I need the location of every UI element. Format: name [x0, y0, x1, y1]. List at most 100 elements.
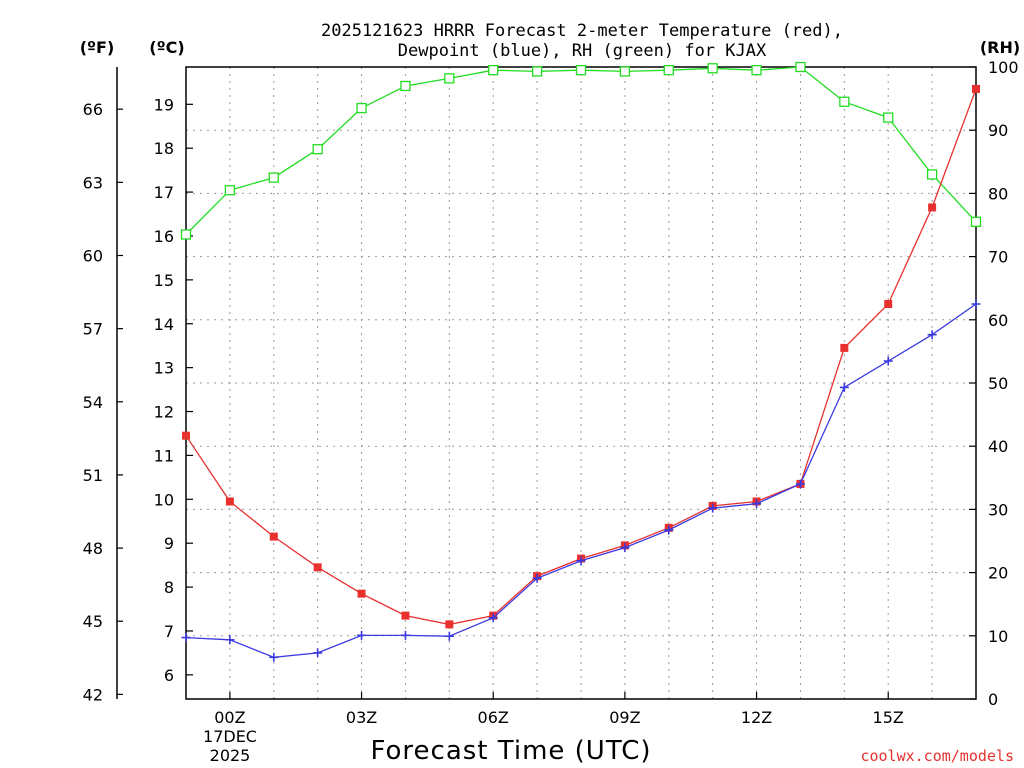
- rh-tick-label: 20: [988, 564, 1008, 583]
- dewpoint-point: [839, 382, 849, 392]
- rh-point: [751, 65, 762, 76]
- rh-point: [488, 65, 499, 76]
- credit-label: coolwx.com/models: [860, 747, 1014, 765]
- chart-title: 2025121623 HRRR Forecast 2-meter Tempera…: [321, 21, 843, 41]
- dewpoint-point: [883, 356, 893, 366]
- celsius-tick-label: 16: [154, 227, 174, 246]
- rh-point: [883, 112, 894, 123]
- temperature-point: [357, 589, 366, 598]
- temperature-point: [928, 203, 937, 212]
- dewpoint-point: [532, 573, 542, 583]
- temperature-point: [972, 84, 980, 93]
- celsius-tick-label: 12: [154, 403, 174, 422]
- fahrenheit-tick-label: 51: [83, 466, 103, 485]
- rh-point: [356, 102, 367, 114]
- dewpoint-point: [971, 299, 981, 309]
- rh-point: [400, 80, 411, 92]
- dewpoint-point: [664, 525, 674, 535]
- rh-tick-label: 40: [988, 437, 1008, 456]
- rh-unit-label: (RH): [980, 38, 1020, 57]
- rh-point: [795, 61, 806, 73]
- chart-subtitle: Dewpoint (blue), RH (green) for KJAX: [398, 41, 767, 61]
- x-tick-label: 09Z: [609, 708, 640, 727]
- dewpoint-point: [357, 630, 367, 640]
- rh-tick-label: 60: [988, 311, 1008, 330]
- celsius-unit-label: (ºC): [149, 38, 184, 57]
- rh-point: [444, 73, 455, 84]
- rh-point: [619, 66, 631, 77]
- celsius-tick-label: 10: [154, 490, 174, 509]
- celsius-tick-label: 8: [164, 578, 174, 597]
- celsius-tick-label: 9: [164, 534, 174, 553]
- x-tick-label: 03Z: [346, 708, 377, 727]
- rh-point: [180, 229, 192, 240]
- temperature-point: [313, 563, 322, 572]
- temperature-point: [884, 300, 893, 308]
- rh-point: [531, 66, 543, 77]
- axes: 6 7 8 9 10 11 12 13 14 15 16 17 18 19 42 45 48 51 54 57 60 63…: [83, 58, 1019, 727]
- fahrenheit-tick-label: 48: [83, 539, 103, 558]
- dewpoint-point: [444, 631, 454, 641]
- dewpoint-point: [927, 330, 937, 340]
- rh-tick-label: 50: [988, 374, 1008, 393]
- temperature-point: [269, 532, 278, 541]
- celsius-tick-label: 17: [154, 183, 174, 202]
- dewpoint-point: [708, 503, 718, 513]
- fahrenheit-tick-label: 54: [83, 393, 103, 412]
- series-layer: [180, 61, 982, 662]
- celsius-tick-label: 6: [164, 666, 174, 685]
- fahrenheit-tick-label: 57: [83, 320, 103, 339]
- rh-tick-label: 0: [988, 690, 998, 709]
- dewpoint-point: [225, 635, 235, 645]
- dewpoint-point: [620, 543, 630, 553]
- x-tick-label: 00Z: [214, 708, 245, 727]
- x-tick-label: 06Z: [478, 708, 509, 727]
- x-axis-label: Forecast Time (UTC): [370, 736, 651, 766]
- dewpoint-point: [752, 499, 762, 509]
- rh-tick-label: 30: [988, 500, 1008, 519]
- rh-point: [268, 172, 279, 183]
- celsius-tick-label: 18: [154, 139, 174, 158]
- x-tick-label: 15Z: [873, 708, 904, 727]
- dewpoint-point: [576, 556, 586, 566]
- rh-point: [224, 185, 236, 196]
- celsius-tick-label: 13: [154, 359, 174, 378]
- fahrenheit-unit-label: (ºF): [80, 38, 115, 57]
- celsius-tick-label: 15: [154, 271, 174, 290]
- dewpoint-point: [488, 613, 498, 623]
- fahrenheit-tick-label: 45: [83, 612, 103, 631]
- temperature-point: [401, 611, 410, 620]
- rh-point: [707, 63, 718, 74]
- fahrenheit-tick-label: 66: [83, 100, 103, 119]
- temperature-point: [225, 497, 234, 506]
- rh-point: [312, 144, 323, 155]
- rh-point: [575, 65, 587, 76]
- fahrenheit-tick-label: 63: [83, 173, 103, 192]
- celsius-tick-label: 19: [154, 95, 174, 114]
- dewpoint-point: [795, 479, 805, 489]
- dewpoint-point: [400, 630, 410, 640]
- rh-tick-label: 80: [988, 184, 1008, 203]
- celsius-tick-label: 11: [154, 446, 174, 465]
- rh-point: [663, 65, 674, 76]
- celsius-tick-label: 7: [164, 622, 174, 641]
- dewpoint-point: [269, 652, 279, 662]
- celsius-tick-label: 14: [154, 315, 174, 334]
- x-tick-label: 12Z: [741, 708, 772, 727]
- rh-point: [926, 169, 938, 180]
- temperature-point: [445, 620, 454, 629]
- temperature-point: [182, 431, 190, 440]
- dewpoint-point: [313, 648, 323, 658]
- temperature-point: [840, 343, 849, 352]
- dewpoint-point: [181, 633, 191, 643]
- date-label-day: 17DEC: [203, 727, 257, 746]
- rh-point: [839, 96, 850, 107]
- rh-point: [970, 216, 982, 227]
- rh-tick-label: 100: [988, 58, 1019, 77]
- date-label-year: 2025: [210, 746, 251, 765]
- rh-tick-label: 10: [988, 627, 1008, 646]
- fahrenheit-tick-label: 60: [83, 246, 103, 265]
- fahrenheit-tick-label: 42: [83, 685, 103, 704]
- rh-tick-label: 90: [988, 121, 1008, 140]
